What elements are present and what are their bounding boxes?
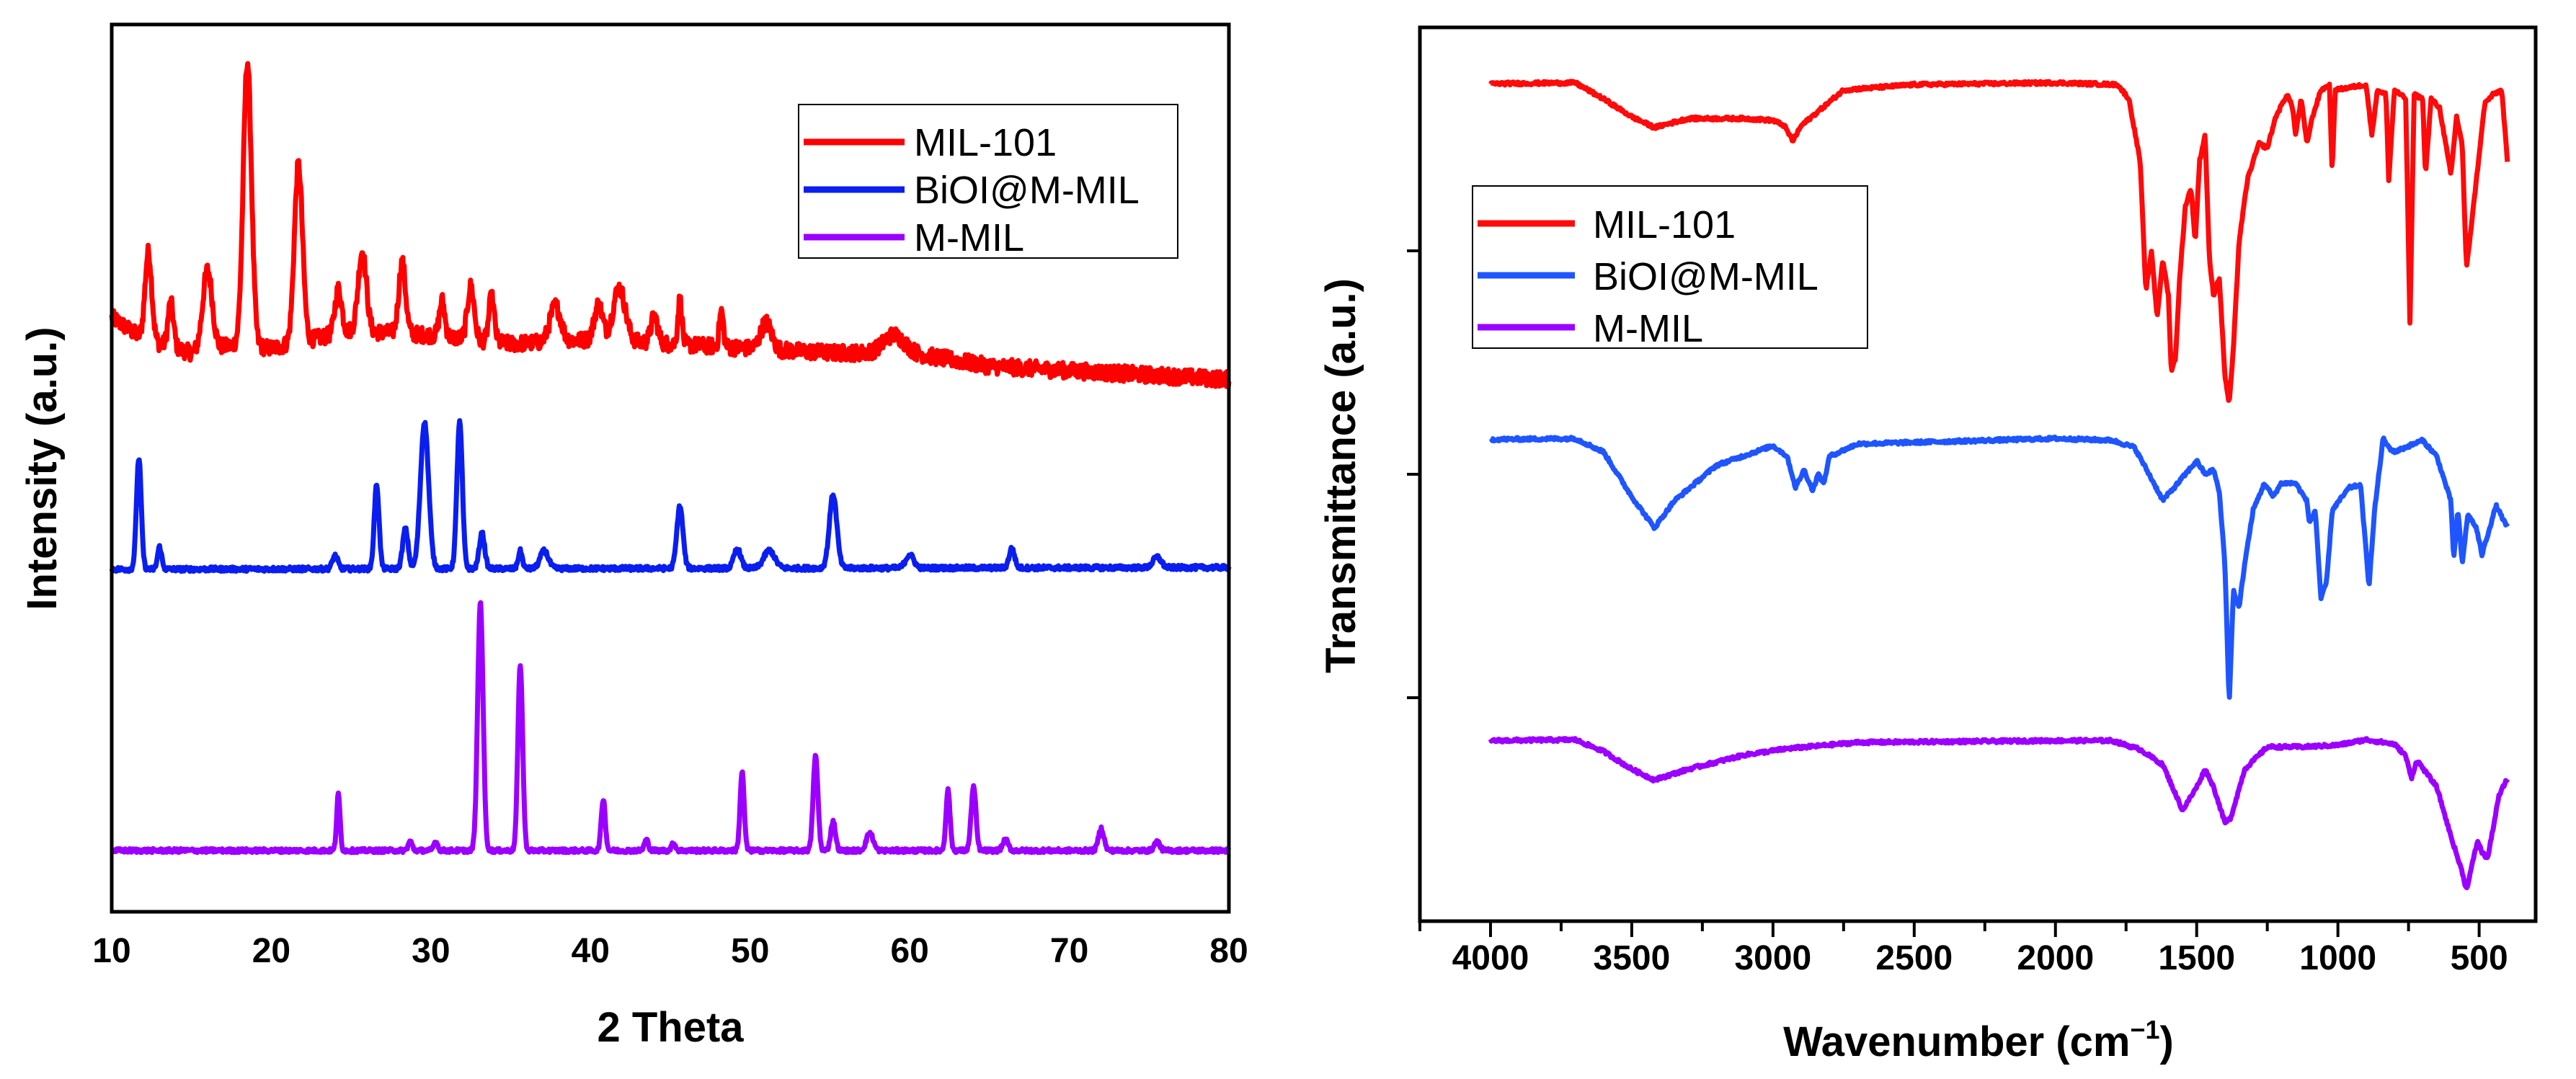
ftir-legend-label-mil-101: MIL-101 (1593, 203, 1736, 247)
ftir-x-axis-title-sup: −1 (2130, 1015, 2159, 1044)
xrd-series-mil-101 (109, 61, 1232, 390)
ftir-x-tick-label: 4000 (1452, 939, 1529, 977)
ftir-series-m-mil (1488, 736, 2510, 891)
xrd-legend-label-bioi-m-mil: BiOI@M-MIL (914, 169, 1140, 212)
ftir-legend-label-bioi-m-mil: BiOI@M-MIL (1593, 255, 1818, 298)
xrd-series-bioi-m-mil (109, 418, 1232, 574)
ftir-legend-label-m-mil: M-MIL (1593, 307, 1703, 350)
ftir-x-axis-title-end: ) (2160, 1018, 2174, 1065)
xrd-x-tick-label: 60 (890, 932, 928, 970)
xrd-legend-label-mil-101: MIL-101 (914, 121, 1057, 164)
xrd-legend-frame (798, 104, 1178, 259)
ftir-x-tick-label: 3000 (1734, 939, 1811, 977)
xrd-y-axis-title: Intensity (a.u.) (19, 327, 66, 610)
ftir-x-tick-label: 2500 (1875, 939, 1953, 977)
xrd-panel: 10 20 30 40 50 60 70 80 2 Theta Intensity (a.u.… (19, 22, 1248, 1051)
ftir-plot-frame (1418, 25, 2538, 923)
ftir-x-tick-label: 1000 (2299, 939, 2376, 977)
ftir-x-tick-label: 1500 (2158, 939, 2235, 977)
ftir-legend-frame (1472, 185, 1868, 349)
ftir-x-tick-label: 500 (2451, 939, 2508, 977)
xrd-x-tick-label: 50 (731, 932, 769, 970)
ftir-x-tick-label: 3500 (1594, 939, 1671, 977)
ftir-series-bioi-m-mil (1488, 435, 2510, 700)
xrd-x-tick-label: 70 (1050, 932, 1088, 970)
xrd-x-tick-label: 20 (252, 932, 290, 970)
xrd-x-tick-labels: 10 20 30 40 50 60 70 80 (92, 932, 1248, 970)
ftir-x-axis-title: Wavenumber (cm−1) (1783, 1015, 2174, 1065)
ftir-curves (1488, 79, 2510, 891)
xrd-x-axis-title: 2 Theta (597, 1004, 744, 1051)
ftir-y-axis-title: Transmittance (a.u.) (1318, 278, 1364, 673)
ftir-legend: MIL-101 BiOI@M-MIL M-MIL (1472, 185, 1868, 350)
ftir-x-axis-title-main: Wavenumber (cm (1783, 1018, 2130, 1065)
ftir-axis-ticks: 4000 3500 3000 2500 2000 1500 1000 500 (1407, 249, 2508, 977)
xrd-legend-label-m-mil: M-MIL (914, 216, 1024, 259)
ftir-panel: 4000 3500 3000 2500 2000 1500 1000 500 Wavenumb… (1318, 25, 2538, 1065)
xrd-curves (109, 61, 1232, 856)
xrd-series-m-mil (110, 600, 1232, 856)
ftir-x-tick-label: 2000 (2017, 939, 2094, 977)
xrd-x-tick-label: 40 (572, 932, 610, 970)
xrd-x-tick-label: 80 (1209, 932, 1248, 970)
ftir-series-mil-101 (1488, 79, 2510, 403)
xrd-plot-frame (110, 22, 1231, 914)
xrd-x-tick-label: 30 (412, 932, 450, 970)
xrd-x-tick-label: 10 (92, 932, 130, 970)
